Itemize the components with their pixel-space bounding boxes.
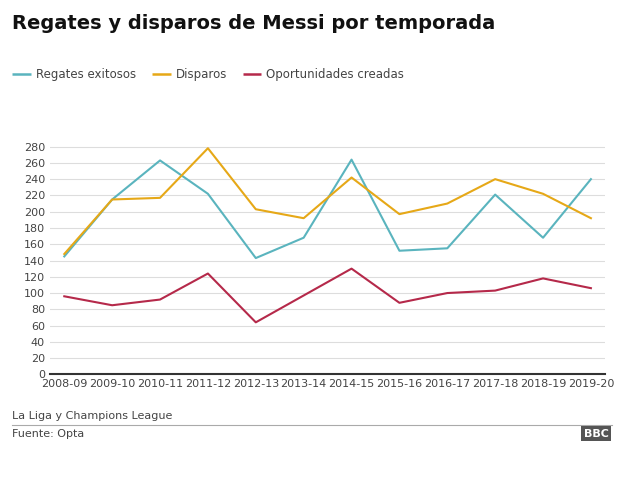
Text: BBC: BBC xyxy=(583,429,608,439)
Text: Oportunidades creadas: Oportunidades creadas xyxy=(266,68,404,81)
Text: Regates exitosos: Regates exitosos xyxy=(36,68,136,81)
Text: Regates y disparos de Messi por temporada: Regates y disparos de Messi por temporad… xyxy=(12,14,495,34)
Text: Fuente: Opta: Fuente: Opta xyxy=(12,429,85,439)
Text: La Liga y Champions League: La Liga y Champions League xyxy=(12,411,173,421)
Text: Disparos: Disparos xyxy=(175,68,227,81)
